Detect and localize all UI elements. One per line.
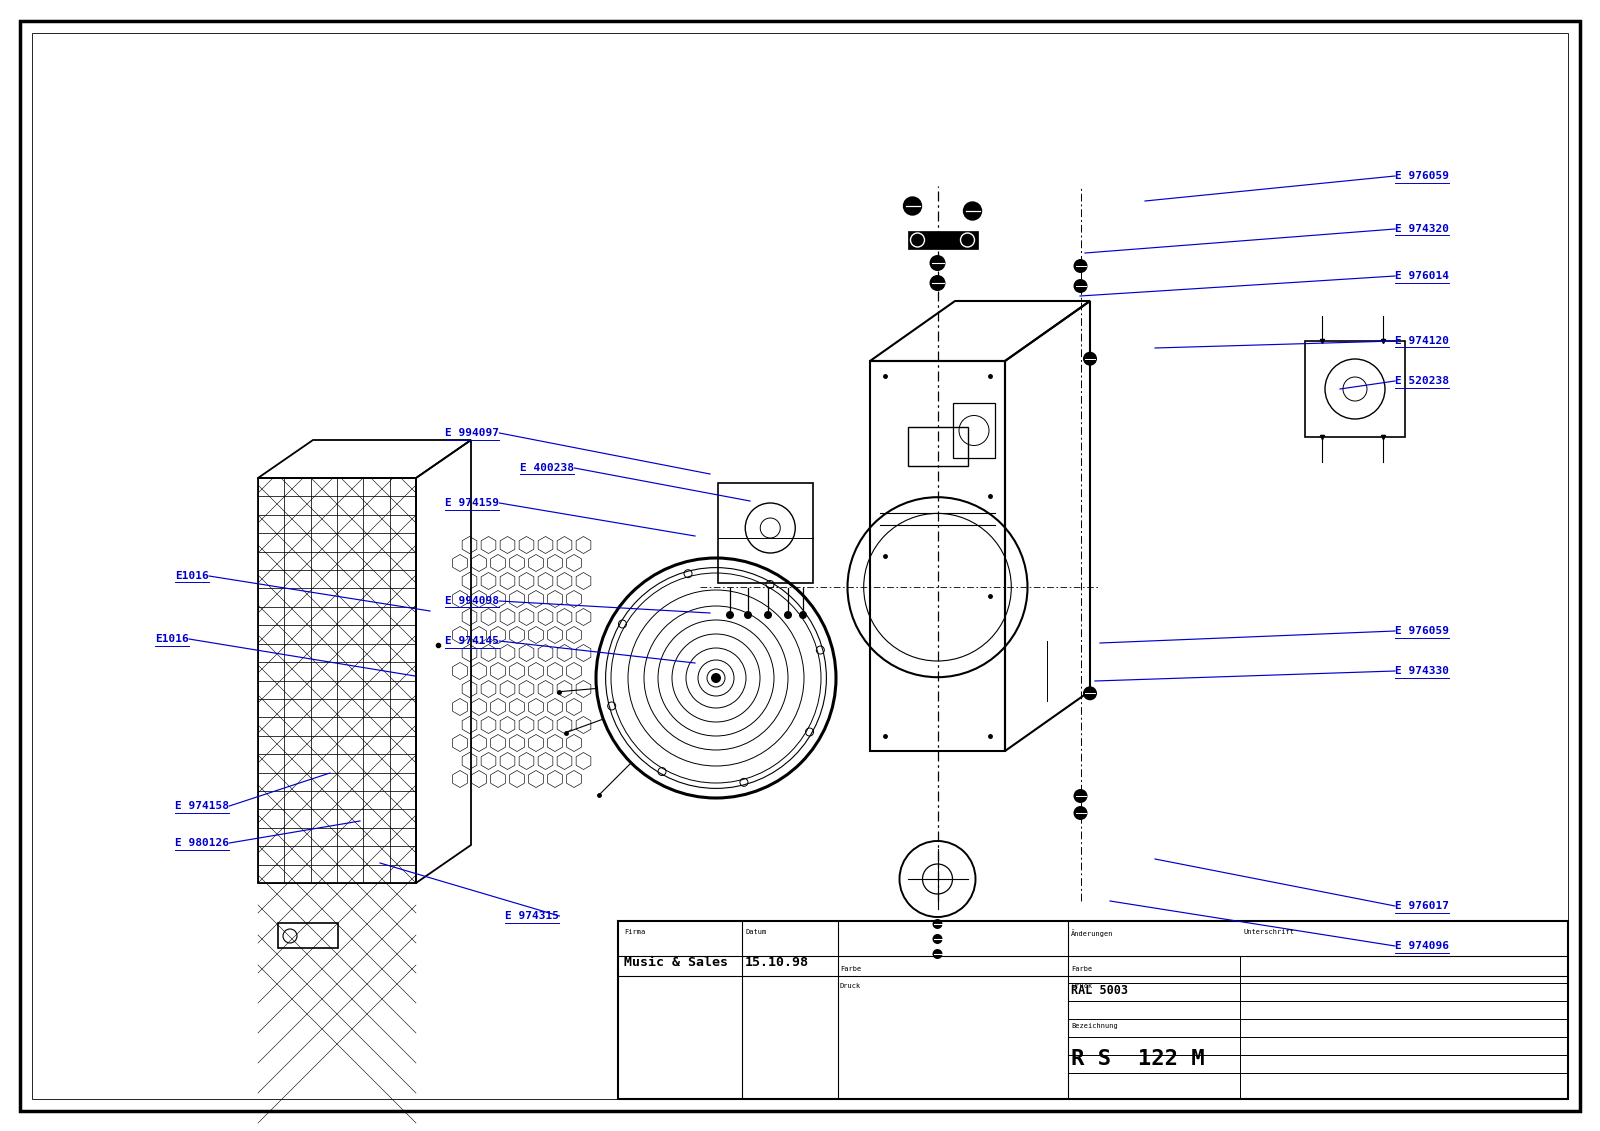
Text: E 980126: E 980126 <box>174 838 229 848</box>
Text: E 974159: E 974159 <box>445 498 499 508</box>
Circle shape <box>1074 806 1088 820</box>
Text: Bezeichnung: Bezeichnung <box>1070 1024 1118 1029</box>
Circle shape <box>726 611 734 619</box>
Circle shape <box>1074 279 1088 293</box>
Circle shape <box>798 611 806 619</box>
Circle shape <box>933 949 942 959</box>
Circle shape <box>933 920 942 929</box>
Circle shape <box>1074 259 1088 273</box>
Text: Druck: Druck <box>1070 983 1093 988</box>
Text: 15.10.98: 15.10.98 <box>746 957 810 969</box>
Text: E 974096: E 974096 <box>1395 941 1450 951</box>
Text: E 974145: E 974145 <box>445 636 499 646</box>
Text: Unterschrift: Unterschrift <box>1243 929 1294 935</box>
Text: E1016: E1016 <box>174 571 208 581</box>
Text: Music & Sales: Music & Sales <box>624 957 728 969</box>
Text: E 974330: E 974330 <box>1395 666 1450 676</box>
Circle shape <box>963 202 981 221</box>
Text: Firma: Firma <box>624 929 645 935</box>
Text: E 994097: E 994097 <box>445 428 499 438</box>
Bar <box>1306 342 1405 437</box>
Text: E 976014: E 976014 <box>1395 271 1450 280</box>
Text: E 974158: E 974158 <box>174 801 229 811</box>
Circle shape <box>784 611 792 619</box>
Circle shape <box>930 275 946 291</box>
Circle shape <box>930 254 946 271</box>
Text: E 976059: E 976059 <box>1395 171 1450 181</box>
Text: Datum: Datum <box>746 929 766 935</box>
Bar <box>907 231 978 249</box>
Text: Farbe: Farbe <box>840 966 861 972</box>
Text: E 520238: E 520238 <box>1395 375 1450 386</box>
Text: Änderungen: Änderungen <box>1070 929 1114 936</box>
Circle shape <box>1083 687 1098 700</box>
Text: Farbe: Farbe <box>1070 966 1093 972</box>
Circle shape <box>1083 352 1098 365</box>
Circle shape <box>904 197 922 215</box>
Circle shape <box>933 934 942 944</box>
Text: R S  122 M: R S 122 M <box>1070 1048 1205 1069</box>
Bar <box>907 428 968 466</box>
Text: E 994098: E 994098 <box>445 596 499 606</box>
Text: E 400238: E 400238 <box>520 463 574 473</box>
Text: E 974120: E 974120 <box>1395 336 1450 346</box>
Text: E 976059: E 976059 <box>1395 625 1450 636</box>
Circle shape <box>1074 789 1088 803</box>
Text: RAL 5003: RAL 5003 <box>1070 984 1128 998</box>
Circle shape <box>765 611 771 619</box>
Text: E 974315: E 974315 <box>506 910 558 921</box>
Text: Druck: Druck <box>840 983 861 988</box>
Bar <box>954 404 995 458</box>
Bar <box>718 483 813 582</box>
Text: E 974320: E 974320 <box>1395 224 1450 234</box>
Circle shape <box>710 673 722 683</box>
Text: E1016: E1016 <box>155 634 189 644</box>
Text: E 976017: E 976017 <box>1395 901 1450 910</box>
Circle shape <box>744 611 752 619</box>
